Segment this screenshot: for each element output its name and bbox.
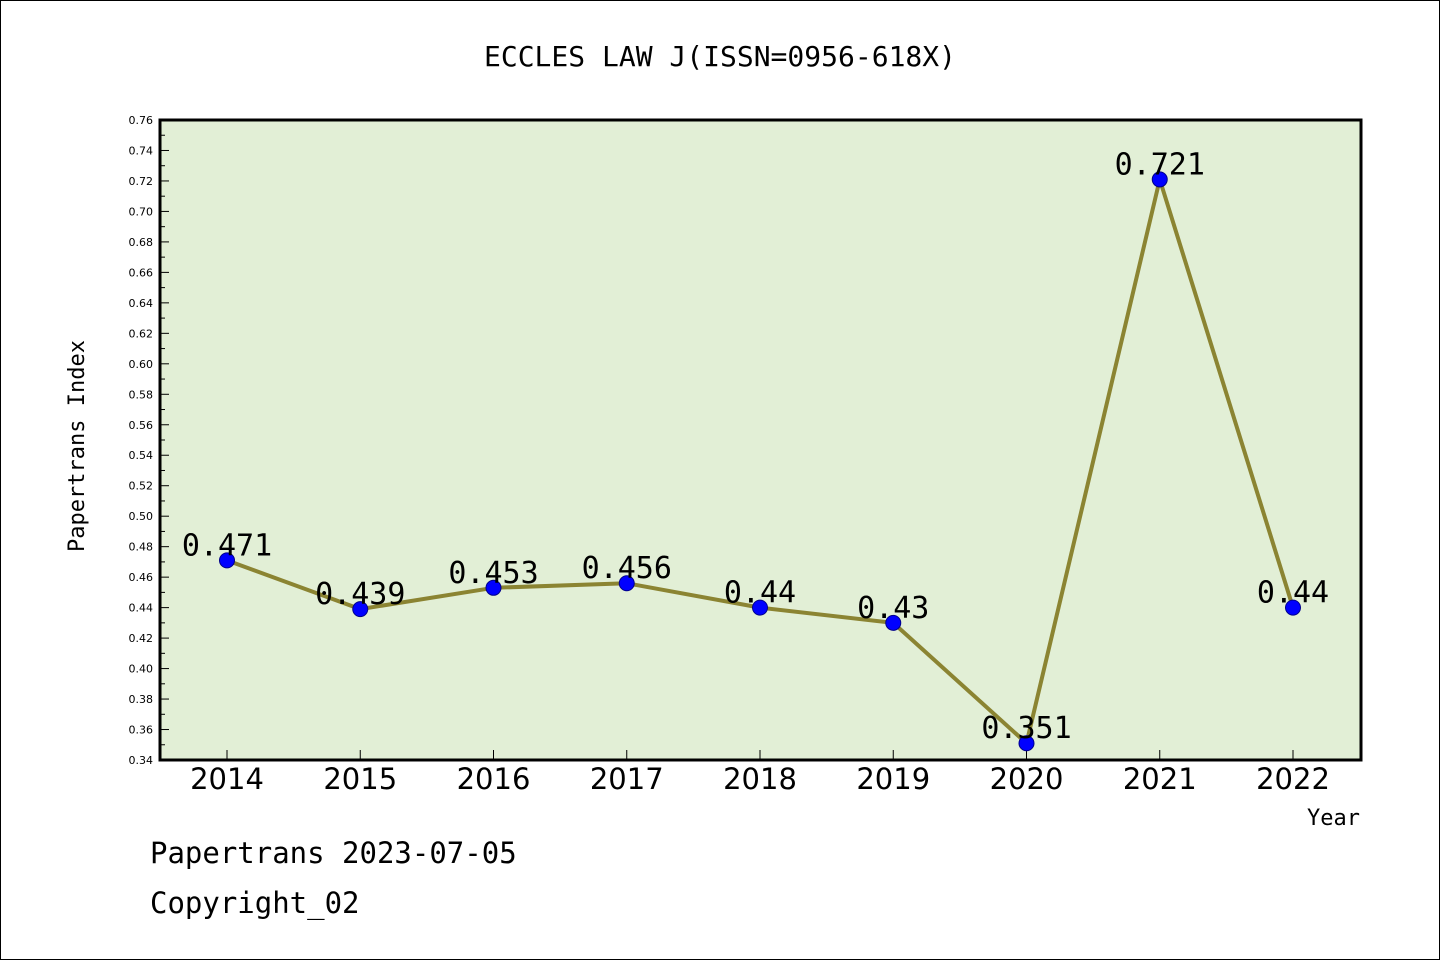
data-point-marker (618, 575, 635, 592)
y-tick-label: 0.70 (129, 205, 154, 218)
y-tick-label: 0.68 (129, 236, 154, 249)
x-tick-label: 2022 (1256, 762, 1330, 796)
y-tick-label: 0.64 (129, 297, 154, 310)
data-point-marker (352, 601, 369, 618)
y-tick-label: 0.52 (129, 480, 154, 493)
series-line-group (219, 171, 1301, 752)
data-point-marker (1151, 171, 1168, 188)
y-tick-label: 0.56 (129, 419, 154, 432)
data-label: 0.439 (315, 577, 405, 612)
y-tick-label: 0.36 (129, 724, 154, 737)
x-tick-label: 2021 (1123, 762, 1197, 796)
y-tick-label: 0.66 (129, 266, 154, 279)
x-tick-label: 2015 (323, 762, 397, 796)
x-axis-label: Year (1307, 806, 1360, 831)
data-label: 0.44 (1257, 576, 1329, 611)
y-tick-label: 0.62 (129, 327, 154, 340)
data-label: 0.44 (724, 576, 796, 611)
y-tick-label: 0.42 (129, 632, 154, 645)
y-tick-label: 0.44 (129, 602, 154, 615)
data-point-marker (885, 614, 902, 631)
chart-title: ECCLES LAW J(ISSN=0956-618X) (484, 40, 956, 73)
y-tick-label: 0.76 (129, 114, 154, 127)
data-point-marker (752, 599, 768, 616)
y-tick-label: 0.50 (129, 510, 154, 523)
x-tick-label: 2017 (590, 762, 664, 796)
footer-copyright: Copyright_02 (150, 886, 360, 920)
y-tick-label: 0.72 (129, 175, 154, 188)
data-point-marker (1018, 735, 1035, 752)
data-label: 0.43 (857, 591, 929, 626)
y-tick-label: 0.60 (129, 358, 154, 371)
x-axis: 2014 2015 2016 2017 2018 2019 2020 2021 2022 (190, 750, 1330, 796)
footer-date: Papertrans 2023-07-05 (150, 836, 517, 870)
y-tick-label: 0.38 (129, 693, 154, 706)
y-axis-label: Papertrans Index (65, 340, 90, 552)
y-axis: 0.34 0.36 0.38 0.40 0.42 0.44 0.46 0.48 0.50 0.52… (129, 114, 169, 767)
data-label: 0.453 (448, 556, 538, 591)
data-point-marker (1285, 599, 1301, 616)
y-tick-label: 0.58 (129, 388, 154, 401)
y-tick-label: 0.48 (129, 541, 154, 554)
y-tick-label: 0.46 (129, 571, 154, 584)
data-label: 0.351 (981, 711, 1071, 746)
data-label: 0.456 (582, 551, 672, 586)
y-tick-label: 0.40 (129, 663, 154, 676)
y-tick-label: 0.34 (129, 754, 154, 767)
data-point-marker (485, 579, 502, 596)
x-tick-label: 2020 (990, 762, 1064, 796)
x-tick-label: 2016 (457, 762, 531, 796)
y-tick-label: 0.54 (129, 449, 154, 462)
plot-area (158, 118, 1363, 762)
data-point-marker (219, 552, 235, 569)
x-tick-label: 2014 (190, 762, 264, 796)
y-tick-label: 0.74 (129, 144, 154, 157)
data-label: 0.721 (1115, 147, 1205, 182)
data-label: 0.471 (182, 528, 272, 563)
x-tick-label: 2018 (723, 762, 797, 796)
data-labels: 0.471 0.439 0.453 0.456 0.44 0.43 0.351 0.721 0.… (182, 147, 1329, 746)
x-tick-label: 2019 (856, 762, 930, 796)
